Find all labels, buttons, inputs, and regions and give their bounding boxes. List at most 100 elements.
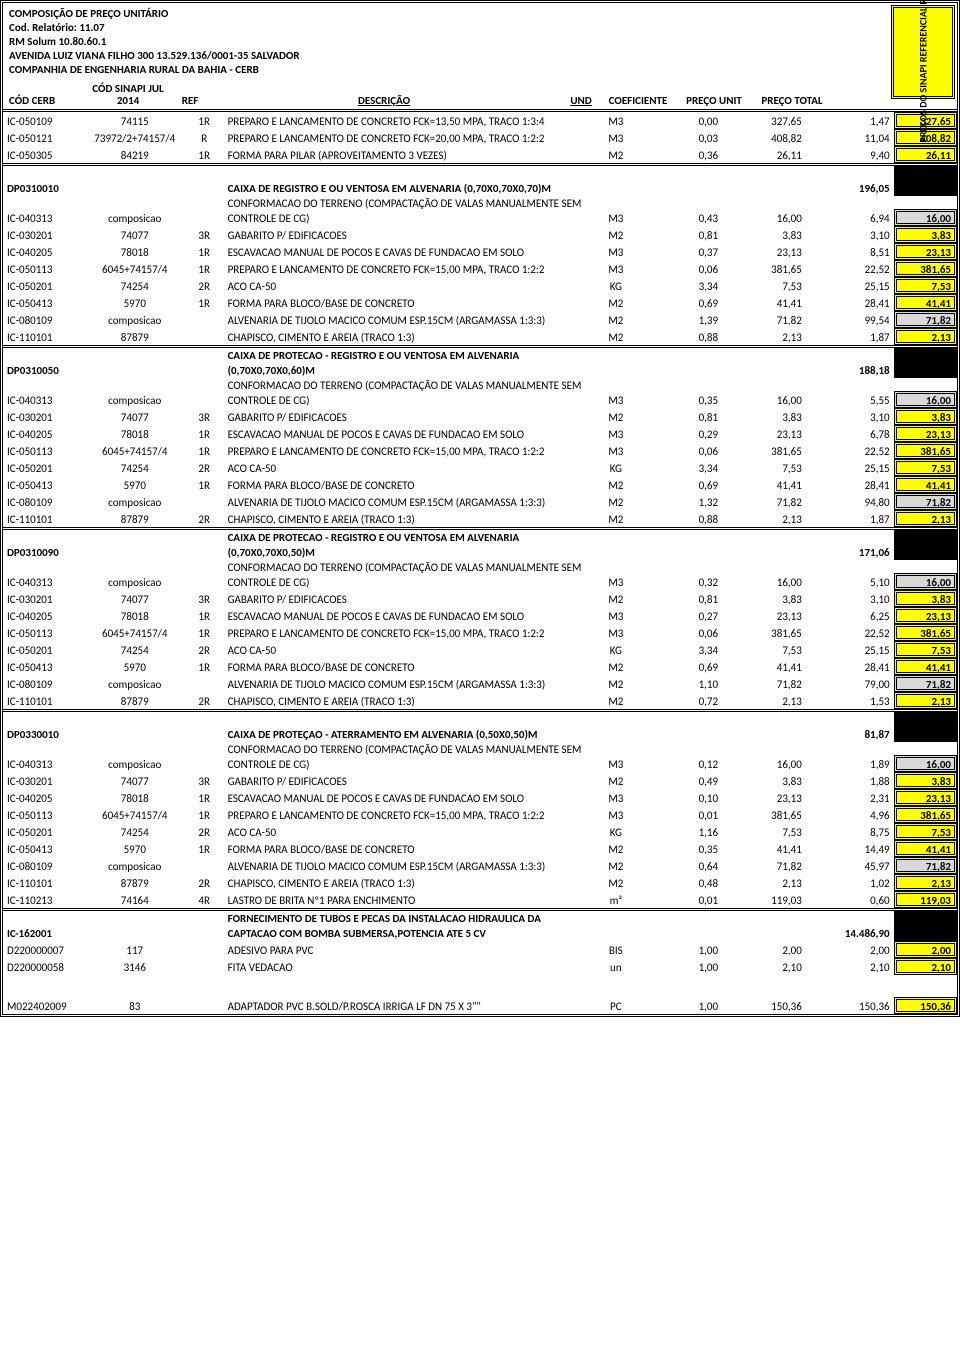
cell-desc: CAIXA DE PROTECAO - REGISTRO E OU VENTOS…	[224, 529, 594, 561]
cell-cerb: IC-080109	[3, 311, 85, 328]
cell-cerb: IC-050109	[3, 112, 85, 129]
cell-coef: 0,69	[638, 476, 722, 493]
cell-ref	[185, 493, 224, 510]
cell-sinapi: 5970	[85, 476, 185, 493]
sinapi-price-cell: 3,83	[894, 226, 957, 243]
cell-side: 3,83	[894, 226, 957, 243]
cell-ref: 2R	[185, 277, 224, 294]
cell-sinapi: 87879	[85, 692, 185, 711]
table-row: IC-040313 composicao CONFORMACAO DO TERR…	[3, 196, 957, 226]
cell-cerb: IC-040313	[3, 378, 85, 408]
cell-coef	[638, 529, 722, 561]
sinapi-price-cell: 381,65	[894, 442, 957, 459]
cell-side: 71,82	[894, 675, 957, 692]
cell-coef: 1,39	[638, 311, 722, 328]
table-row: D220000058 3146 FITA VEDACAO un 1,00 2,1…	[3, 958, 957, 975]
cell-side: 2,13	[894, 328, 957, 347]
cell-desc: CONFORMACAO DO TERRENO (COMPACTAÇÃO DE V…	[224, 378, 594, 408]
cell-unit: 16,00	[722, 560, 806, 590]
cell-desc: PREPARO E LANCAMENTO DE CONCRETO FCK=15,…	[224, 624, 594, 641]
table-row: DP0330010 CAIXA DE PROTEÇAO - ATERRAMENT…	[3, 711, 957, 743]
cell-side	[894, 529, 957, 561]
cell-total: 14.486,90	[806, 910, 894, 942]
sinapi-price-cell-black	[894, 348, 957, 378]
cell-side: 16,00	[894, 742, 957, 772]
cell-sinapi: 74254	[85, 277, 185, 294]
cell-ref	[185, 941, 224, 958]
cell-ref	[185, 165, 224, 197]
cell-unit: 381,65	[722, 624, 806, 641]
table-row: DP0310050 CAIXA DE PROTECAO - REGISTRO E…	[3, 347, 957, 379]
cell-unit: 23,13	[722, 425, 806, 442]
cell-desc: ESCAVACAO MANUAL DE POCOS E CAVAS DE FUN…	[224, 789, 594, 806]
cell-und	[593, 910, 638, 942]
cell-coef: 0,69	[638, 658, 722, 675]
cell-cerb: M022402009	[3, 997, 85, 1014]
sinapi-price-cell: 23,13	[894, 789, 957, 806]
table-row: IC-050201 74254 2R ACO CA-50 KG 3,34 7,5…	[3, 459, 957, 476]
cell-sinapi: 83	[85, 997, 185, 1014]
table-row: IC-080109 composicao ALVENARIA DE TIJOLO…	[3, 311, 957, 328]
cell-ref: 1R	[185, 476, 224, 493]
cell-coef: 0,88	[638, 328, 722, 347]
cell-sinapi: 74254	[85, 823, 185, 840]
cell-sinapi: 87879	[85, 874, 185, 891]
cell-ref: 2R	[185, 823, 224, 840]
cell-total: 1,02	[806, 874, 894, 891]
table-row: IC-040313 composicao CONFORMACAO DO TERR…	[3, 742, 957, 772]
cell-ref: 1R	[185, 658, 224, 675]
table-row: IC-050113 6045+74157/4 1R PREPARO E LANC…	[3, 806, 957, 823]
header-line-4: AVENIDA LUIZ VIANA FILHO 300 13.529.136/…	[9, 49, 951, 63]
cell-cerb: IC-050413	[3, 476, 85, 493]
cell-coef: 0,72	[638, 692, 722, 711]
cell-ref: 2R	[185, 692, 224, 711]
cell-und: un	[593, 958, 638, 975]
cell-cerb: IC-050201	[3, 277, 85, 294]
cell-sinapi: composicao	[85, 493, 185, 510]
cell-und: M2	[593, 590, 638, 607]
table-row: IC-030201 74077 3R GABARITO P/ EDIFICACO…	[3, 226, 957, 243]
cell-coef: 0,36	[638, 146, 722, 165]
cell-unit: 41,41	[722, 658, 806, 675]
table-row: D220000007 117 ADESIVO PARA PVC BIS 1,00…	[3, 941, 957, 958]
cell-ref: 1R	[185, 260, 224, 277]
cell-sinapi: 74115	[85, 112, 185, 129]
cell-ref: 4R	[185, 891, 224, 910]
cell-total: 11,04	[806, 129, 894, 146]
sinapi-price-cell: 2,10	[894, 958, 957, 975]
cell-unit: 41,41	[722, 294, 806, 311]
cell-coef: 1,00	[638, 958, 722, 975]
cell-cerb: IC-040313	[3, 560, 85, 590]
cell-unit: 327,65	[722, 112, 806, 129]
cell-side	[894, 711, 957, 743]
cell-cerb: IC-080109	[3, 857, 85, 874]
sinapi-price-cell: 2,13	[894, 692, 957, 709]
column-headers: CÓD CERB CÓD SINAPI JUL 2014 REF DESCRIÇ…	[3, 83, 957, 112]
cell-sinapi: 3146	[85, 958, 185, 975]
cell-cerb: IC-080109	[3, 493, 85, 510]
cell-sinapi: 87879	[85, 510, 185, 529]
cell-coef	[638, 711, 722, 743]
table-row: DP0310090 CAIXA DE PROTECAO - REGISTRO E…	[3, 529, 957, 561]
report-header: COMPOSIÇÃO DE PREÇO UNITÁRIO Cod. Relató…	[3, 3, 957, 83]
cell-desc: ALVENARIA DE TIJOLO MACICO COMUM ESP.15C…	[224, 675, 594, 692]
cell-coef: 3,34	[638, 459, 722, 476]
cell-unit: 23,13	[722, 789, 806, 806]
cell-side: 23,13	[894, 607, 957, 624]
cell-desc: FORMA PARA BLOCO/BASE DE CONCRETO	[224, 476, 594, 493]
table-row: IC-030201 74077 3R GABARITO P/ EDIFICACO…	[3, 590, 957, 607]
cell-cerb: DP0330010	[3, 711, 85, 743]
cell-und: M2	[593, 874, 638, 891]
cell-coef: 1,00	[638, 997, 722, 1014]
cell-side: 41,41	[894, 840, 957, 857]
cell-side: 2,13	[894, 510, 957, 529]
cell-und: M3	[593, 560, 638, 590]
cell-coef: 0,10	[638, 789, 722, 806]
cell-desc: GABARITO P/ EDIFICACOES	[224, 408, 594, 425]
sinapi-price-cell: 3,83	[894, 408, 957, 425]
cell-desc: CONFORMACAO DO TERRENO (COMPACTAÇÃO DE V…	[224, 196, 594, 226]
cell-ref: 3R	[185, 590, 224, 607]
col-total: PREÇO TOTAL	[753, 94, 833, 107]
cell-desc: PREPARO E LANCAMENTO DE CONCRETO FCK=15,…	[224, 806, 594, 823]
sinapi-price-cell-black	[894, 166, 957, 196]
